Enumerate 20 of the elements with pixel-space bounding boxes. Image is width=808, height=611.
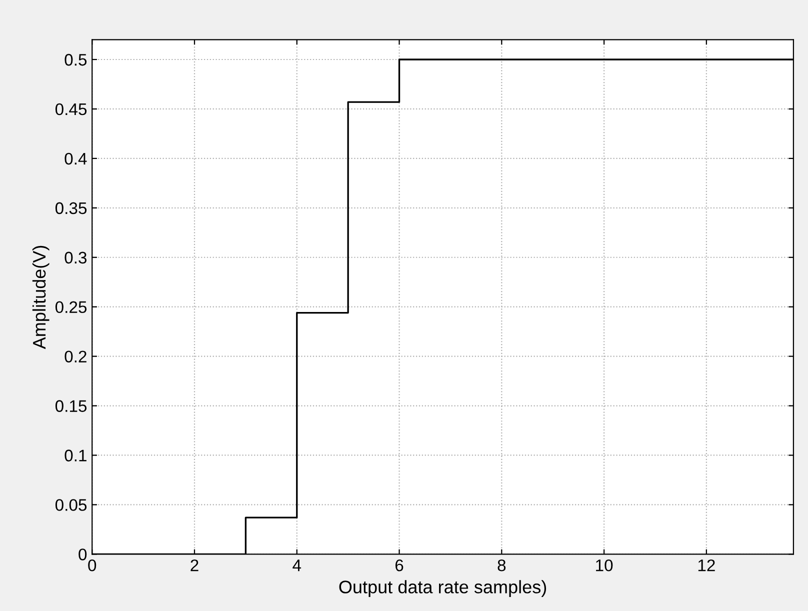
x-tick-label: 12 xyxy=(698,559,715,572)
y-tick-label: 0 xyxy=(78,548,87,560)
y-tick-label: 0.4 xyxy=(64,152,87,165)
y-tick-label: 0.35 xyxy=(55,202,87,214)
y-tick-label: 0.3 xyxy=(64,252,87,264)
y-tick-label: 0.15 xyxy=(55,400,87,412)
y-tick-label: 0.2 xyxy=(64,350,86,363)
x-tick-label: 0 xyxy=(88,559,96,572)
x-tick-label: 6 xyxy=(395,559,404,572)
y-tick-label: 0.45 xyxy=(55,103,87,116)
y-tick-label: 0.1 xyxy=(64,450,86,462)
x-tick-label: 4 xyxy=(292,560,302,572)
y-tick-label: 0.5 xyxy=(64,54,87,66)
y-tick-label: 0.05 xyxy=(55,499,87,511)
y-tick-label: 0.25 xyxy=(55,301,87,314)
y-axis-title: Amplitude(V) xyxy=(32,246,50,350)
x-tick-label: 2 xyxy=(190,559,198,572)
x-tick-label: 10 xyxy=(596,559,613,572)
x-tick-label: 8 xyxy=(498,559,506,572)
x-axis-title: Output data rate samples) xyxy=(339,580,546,597)
